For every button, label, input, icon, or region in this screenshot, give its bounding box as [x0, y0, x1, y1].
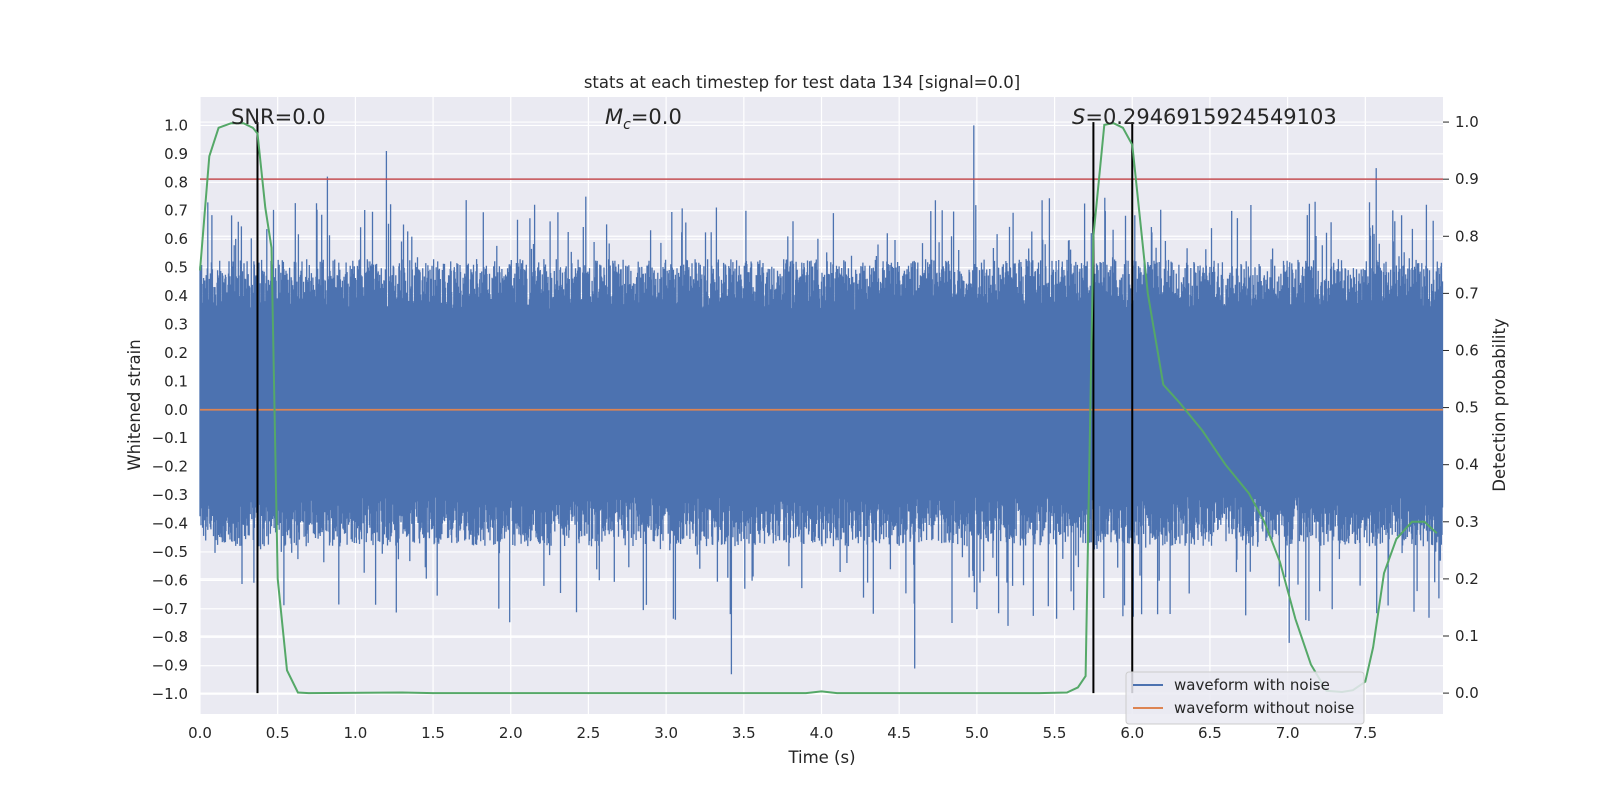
x-axis-title: Time (s)	[787, 748, 855, 767]
x-tick-label: 4.0	[810, 724, 834, 742]
y-tick-label: −0.6	[152, 571, 188, 589]
y-tick-label: 0.8	[164, 173, 188, 191]
y-tick-label: 0.2	[164, 344, 188, 362]
x-tick-label: 4.5	[887, 724, 911, 742]
y-tick-label: −0.9	[152, 657, 188, 675]
y-tick-label: 0.0	[164, 401, 188, 419]
x-tick-label: 5.5	[1043, 724, 1067, 742]
chirp-mass-annotation: Mc=0.0	[605, 105, 682, 133]
chart-title: stats at each timestep for test data 134…	[584, 73, 1020, 92]
y-tick-label: 0.6	[164, 230, 188, 248]
y-tick-label: −0.5	[152, 543, 188, 561]
vertical-markers	[256, 122, 1134, 694]
y2-tick-label: 0.2	[1455, 570, 1479, 588]
x-tick-label: 3.0	[654, 724, 678, 742]
x-tick-label: 2.0	[499, 724, 523, 742]
y2-tick-label: 0.8	[1455, 227, 1479, 245]
y2-tick-label: 1.0	[1455, 113, 1479, 131]
y2-tick-label: 0.5	[1455, 399, 1479, 417]
y2-tick-label: 0.1	[1455, 627, 1479, 645]
y-tick-label: 0.4	[164, 287, 188, 305]
y-tick-label: −0.4	[152, 514, 188, 532]
y-tick-label: −0.2	[152, 458, 188, 476]
x-tick-label: 0.0	[188, 724, 212, 742]
x-tick-label: 6.5	[1198, 724, 1222, 742]
y-tick-label: 0.5	[164, 259, 188, 277]
legend: waveform with noise waveform without noi…	[1125, 671, 1365, 725]
y2-tick-label: 0.9	[1455, 170, 1479, 188]
snr-annotation: SNR=0.0	[231, 105, 326, 129]
legend-box	[1125, 671, 1365, 725]
y2-tick-label: 0.3	[1455, 513, 1479, 531]
y-tick-label: 0.9	[164, 145, 188, 163]
x-tick-label: 0.5	[266, 724, 290, 742]
x-tick-label: 6.0	[1120, 724, 1144, 742]
x-tick-label: 2.5	[577, 724, 601, 742]
waveform-with-noise-series	[199, 125, 1444, 675]
score-annotation: S=0.2946915924549103	[1072, 105, 1337, 129]
y2-tick-label: 0.7	[1455, 284, 1479, 302]
y2-tick-label: 0.4	[1455, 456, 1479, 474]
legend-label-clean: waveform without noise	[1174, 699, 1354, 717]
x-tick-label: 1.0	[343, 724, 367, 742]
y-tick-label: −0.3	[152, 486, 188, 504]
x-tick-label: 5.0	[965, 724, 989, 742]
x-tick-label: 7.5	[1353, 724, 1377, 742]
legend-label-noise: waveform with noise	[1174, 676, 1330, 694]
x-tick-label: 1.5	[421, 724, 445, 742]
y-axis-ticks: 1.0 0.9 0.8 0.7 0.6 0.5 0.4 0.3 0.2 0.1 0.0 −0.1 −0.…	[152, 116, 188, 703]
y-tick-label: 0.1	[164, 372, 188, 390]
y2-tick-label: 0.6	[1455, 341, 1479, 359]
y-tick-label: 1.0	[164, 116, 188, 134]
x-tick-label: 3.5	[732, 724, 756, 742]
y2-tick-label: 0.0	[1455, 684, 1479, 702]
y2-axis-title: Detection probability	[1490, 318, 1509, 492]
y-axis-title: Whitened strain	[125, 339, 144, 470]
y2-axis-ticks: 0.0 0.1 0.2 0.3 0.4 0.5 0.6 0.7 0.8 0.9 1.0	[1443, 113, 1479, 702]
y-tick-label: 0.7	[164, 202, 188, 220]
y-tick-label: −0.7	[152, 600, 188, 618]
y-tick-label: −0.8	[152, 628, 188, 646]
x-tick-label: 7.0	[1276, 724, 1300, 742]
x-axis-ticks: 0.0 0.5 1.0 1.5 2.0 2.5 3.0 3.5 4.0 4.5 5.0 5.5 6.0 6…	[188, 724, 1377, 742]
y-tick-label: −1.0	[152, 685, 188, 703]
y-tick-label: −0.1	[152, 429, 188, 447]
y-tick-label: 0.3	[164, 315, 188, 333]
